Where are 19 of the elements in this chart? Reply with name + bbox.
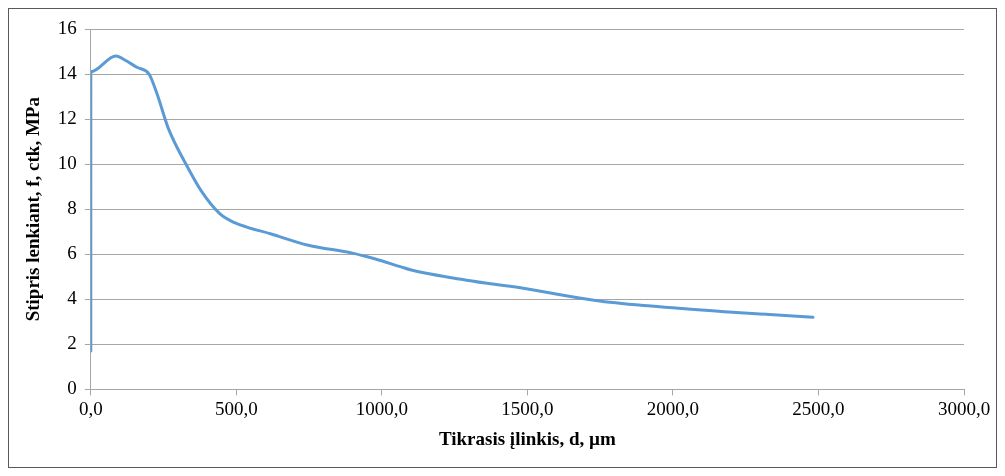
- y-tick-label: 16: [57, 16, 77, 38]
- line-series: [90, 54, 815, 353]
- y-tick-label: 4: [67, 287, 78, 309]
- x-tick-label: 500,0: [214, 397, 258, 419]
- y-tick-label: 6: [67, 242, 77, 264]
- x-tick-label: 1000,0: [355, 397, 408, 419]
- y-axis-title: Stipris lenkiant, f, ctk, MPa: [22, 96, 44, 322]
- x-tick-label: 2000,0: [646, 397, 700, 419]
- y-tick-label: 2: [67, 332, 77, 354]
- x-tick-label: 1500,0: [501, 397, 554, 419]
- y-tick-label: 12: [57, 107, 77, 129]
- y-tick-label: 14: [57, 62, 78, 84]
- x-tick-label: 2500,0: [792, 397, 845, 419]
- x-axis-title: Tikrasis įlinkis, d, µm: [438, 427, 617, 449]
- y-tick-label: 10: [57, 152, 77, 174]
- y-tick-label: 0: [67, 377, 77, 399]
- y-tick-label: 8: [67, 197, 77, 219]
- x-tick-label: 3000,0: [937, 397, 991, 419]
- x-tick-label: 0,0: [78, 397, 103, 419]
